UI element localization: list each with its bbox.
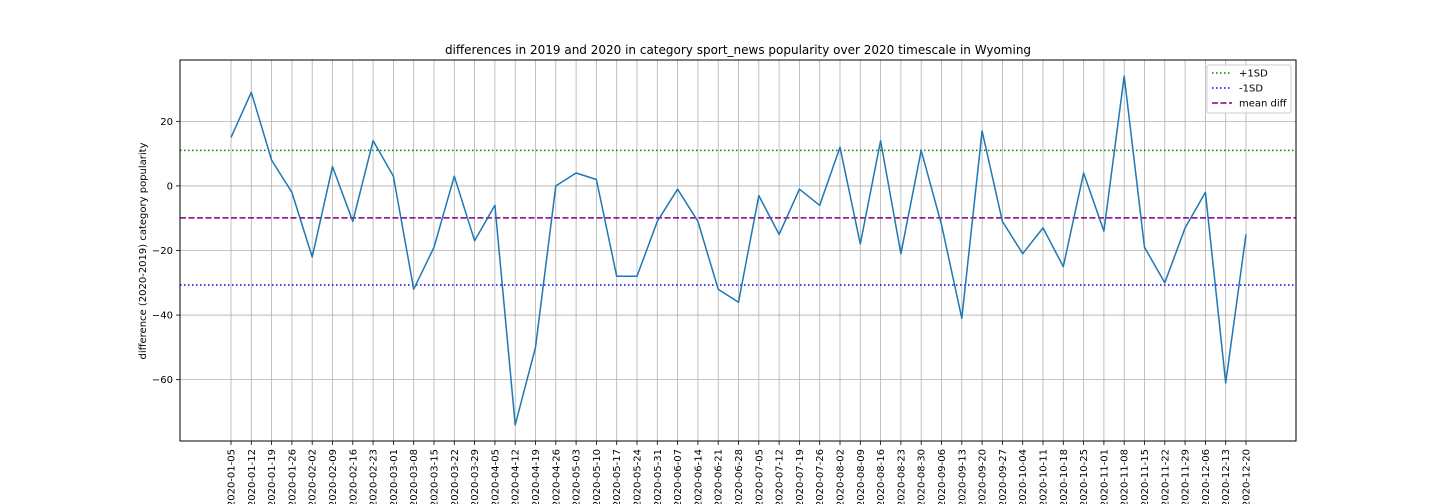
x-tick-label: 2020-05-10 (592, 449, 603, 504)
x-tick-label: 2020-05-24 (633, 449, 644, 504)
x-tick-label: 2020-02-23 (369, 449, 380, 504)
x-tick-label: 2020-04-12 (511, 449, 522, 504)
x-tick-label: 2020-12-06 (1201, 449, 1212, 504)
x-tick-label: 2020-01-19 (267, 449, 278, 504)
x-tick-label: 2020-06-28 (734, 449, 745, 504)
x-tick-label: 2020-12-20 (1242, 449, 1253, 504)
chart-title: differences in 2019 and 2020 in category… (445, 43, 1031, 57)
y-tick-label: −60 (152, 375, 173, 386)
series-lines (230, 75, 1247, 426)
legend-label: +1SD (1239, 69, 1268, 80)
x-tick-label: 2020-04-05 (490, 449, 501, 504)
x-tick-label: 2020-03-15 (430, 449, 441, 504)
x-tick-label: 2020-02-16 (348, 449, 359, 504)
x-tick-label: 2020-03-01 (389, 449, 400, 504)
x-tick-label: 2020-02-02 (308, 449, 319, 504)
x-tick-label: 2020-12-13 (1221, 449, 1232, 504)
x-tick-label: 2020-08-23 (896, 449, 907, 504)
reference-lines (180, 149, 1296, 286)
x-tick-label: 2020-05-03 (572, 449, 583, 504)
x-tick-label: 2020-11-29 (1181, 449, 1192, 504)
x-tick-label: 2020-02-09 (328, 449, 339, 504)
x-tick-label: 2020-09-06 (937, 449, 948, 504)
x-tick-label: 2020-09-13 (957, 449, 968, 504)
x-tick-label: 2020-10-11 (1039, 449, 1050, 504)
x-tick-label: 2020-05-31 (653, 449, 664, 504)
x-tick-label: 2020-10-04 (1018, 449, 1029, 504)
x-tick-label: 2020-08-09 (856, 449, 867, 504)
x-tick-label: 2020-04-19 (531, 449, 542, 504)
x-tick-label: 2020-06-07 (673, 449, 684, 504)
x-tick-label: 2020-06-14 (693, 449, 704, 504)
x-tick-label: 2020-08-02 (836, 449, 847, 504)
legend-label: mean diff (1239, 99, 1288, 110)
legend-label: -1SD (1239, 84, 1263, 95)
x-tick-label: 2020-07-19 (795, 449, 806, 504)
x-tick-label: 2020-08-30 (917, 449, 928, 504)
x-tick-label: 2020-04-26 (551, 449, 562, 504)
grid-lines (180, 60, 1296, 441)
x-tick-label: 2020-03-22 (450, 449, 461, 504)
legend-box (1206, 64, 1292, 114)
x-tick-label: 2020-11-22 (1160, 449, 1171, 504)
y-axis-ticks: 20 0 −20 −40 −60 (152, 117, 180, 386)
y-tick-label: −20 (152, 246, 173, 257)
x-tick-label: 2020-01-05 (227, 449, 238, 504)
x-tick-label: 2020-01-12 (247, 449, 258, 504)
x-tick-label: 2020-09-20 (978, 449, 989, 504)
legend: +1SD -1SD mean diff (1206, 64, 1292, 114)
y-tick-label: 0 (167, 181, 173, 192)
x-tick-label: 2020-03-29 (470, 449, 481, 504)
y-tick-label: −40 (152, 311, 173, 322)
x-tick-label: 2020-10-18 (1059, 449, 1070, 504)
x-tick-label: 2020-03-08 (409, 449, 420, 504)
y-tick-label: 20 (160, 117, 173, 128)
x-tick-label: 2020-11-08 (1120, 449, 1131, 504)
x-tick-label: 2020-07-05 (754, 449, 765, 504)
x-axis-ticks: 2020-01-05 2020-01-12 2020-01-19 2020-01-26… (227, 441, 1253, 504)
y-axis-label: difference (2020-2019) category populari… (138, 142, 149, 359)
x-tick-label: 2020-06-21 (714, 449, 725, 504)
x-tick-label: 2020-07-12 (775, 449, 786, 504)
x-tick-label: 2020-11-01 (1099, 449, 1110, 504)
x-tick-label: 2020-09-27 (998, 449, 1009, 504)
x-tick-label: 2020-08-16 (876, 449, 887, 504)
series-line (230, 75, 1247, 426)
x-tick-label: 2020-01-26 (287, 449, 298, 504)
x-tick-label: 2020-11-15 (1140, 449, 1151, 504)
x-tick-label: 2020-07-26 (815, 449, 826, 504)
x-tick-label: 2020-05-17 (612, 449, 623, 504)
plot-area-frame (179, 59, 1297, 442)
x-tick-label: 2020-10-25 (1079, 449, 1090, 504)
